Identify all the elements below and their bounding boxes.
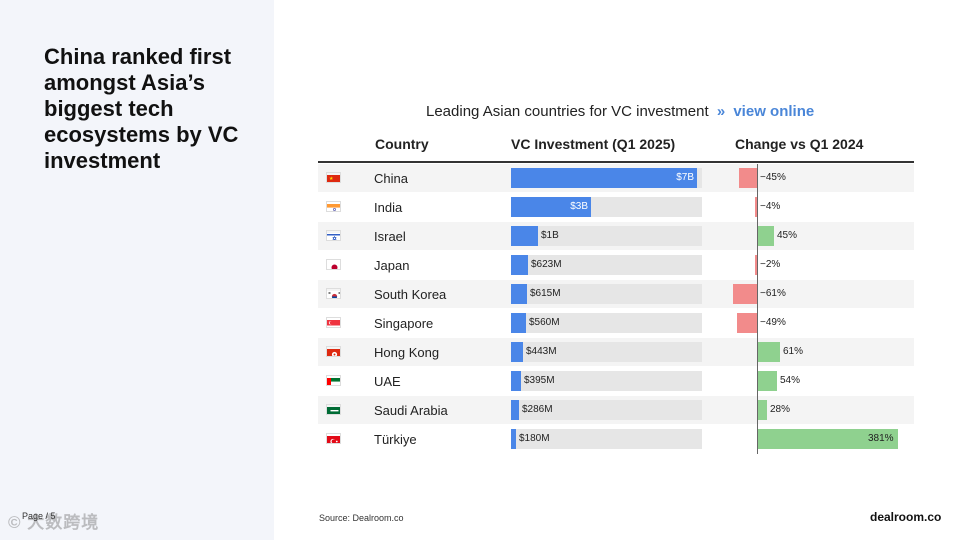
- investment-track: $615M: [511, 284, 702, 304]
- investment-bar: [511, 429, 516, 449]
- country-label: Saudi Arabia: [374, 403, 448, 418]
- change-value-label: −61%: [760, 288, 786, 299]
- change-bar: [757, 400, 767, 420]
- column-header-change: Change vs Q1 2024: [735, 136, 864, 152]
- country-label: Japan: [374, 258, 410, 273]
- country-label: China: [374, 171, 408, 186]
- investment-value-label: $623M: [531, 259, 562, 270]
- chart-title-block: Leading Asian countries for VC investmen…: [426, 103, 814, 120]
- investment-bar: [511, 371, 521, 391]
- investment-track: $395M: [511, 371, 702, 391]
- south-korea-flag-icon: [326, 288, 341, 299]
- investment-value-label: $286M: [522, 404, 553, 415]
- investment-value-label: $1B: [541, 230, 559, 241]
- country-label: Hong Kong: [374, 345, 440, 360]
- investment-track: $3B: [511, 197, 702, 217]
- country-label: Singapore: [374, 316, 434, 331]
- table-row: Saudi Arabia $286M 28%: [318, 396, 914, 425]
- column-header-investment: VC Investment (Q1 2025): [511, 136, 676, 152]
- svg-text:★: ★: [329, 176, 334, 182]
- chevron-right-icon: »: [716, 103, 726, 120]
- saudi-arabia-flag-icon: [326, 404, 341, 415]
- change-bar: [737, 313, 757, 333]
- change-value-label: −2%: [760, 259, 781, 270]
- change-bar: [757, 342, 780, 362]
- investment-value-label: $615M: [530, 288, 561, 299]
- change-value-label: 28%: [770, 404, 791, 415]
- header-rule: [318, 161, 914, 163]
- change-value-label: 45%: [777, 230, 798, 241]
- japan-flag-icon: [326, 259, 341, 270]
- chart-title: Leading Asian countries for VC investmen…: [426, 103, 709, 120]
- change-value-label: −45%: [760, 172, 786, 183]
- investment-track: $7B: [511, 168, 702, 188]
- country-label: Türkiye: [374, 432, 417, 447]
- investment-bar: [511, 284, 527, 304]
- investment-bar: [511, 226, 538, 246]
- table-row: ★ China $7B −45%: [318, 164, 914, 193]
- change-bar: [755, 255, 757, 275]
- table-row: Japan $623M −2%: [318, 251, 914, 280]
- investment-track: $623M: [511, 255, 702, 275]
- investment-value-label: $395M: [524, 375, 555, 386]
- dealroom-logo: dealroom.co: [870, 510, 942, 524]
- change-bar: [757, 226, 774, 246]
- india-flag-icon: [326, 201, 341, 212]
- investment-track: $560M: [511, 313, 702, 333]
- table-row: South Korea $615M −61%: [318, 280, 914, 309]
- table-row: UAE $395M 54%: [318, 367, 914, 396]
- investment-bar: [511, 342, 523, 362]
- headline: China ranked first amongst Asia’s bigges…: [44, 44, 239, 173]
- investment-bar: [511, 197, 591, 217]
- change-bar: [757, 429, 898, 449]
- investment-track: $286M: [511, 400, 702, 420]
- investment-value-label: $443M: [526, 346, 557, 357]
- change-zero-line: [757, 164, 758, 454]
- watermark: © 大数跨境: [8, 513, 100, 532]
- investment-track: $443M: [511, 342, 702, 362]
- investment-bar: [511, 400, 519, 420]
- table-row: India $3B −4%: [318, 193, 914, 222]
- turkiye-flag-icon: [326, 433, 341, 444]
- column-header-country: Country: [375, 136, 429, 152]
- country-label: South Korea: [374, 287, 447, 302]
- hong-kong-flag-icon: [326, 346, 341, 357]
- investment-bar: [511, 313, 526, 333]
- investment-value-label: $560M: [529, 317, 560, 328]
- change-bar: [757, 371, 777, 391]
- investment-track: $1B: [511, 226, 702, 246]
- singapore-flag-icon: [326, 317, 341, 328]
- change-bar: [755, 197, 757, 217]
- country-label: Israel: [374, 229, 406, 244]
- view-online-link[interactable]: view online: [733, 103, 815, 120]
- change-bar: [733, 284, 757, 304]
- table-row: Singapore $560M −49%: [318, 309, 914, 338]
- table-row: Israel $1B 45%: [318, 222, 914, 251]
- change-value-label: 54%: [780, 375, 801, 386]
- investment-track: $180M: [511, 429, 702, 449]
- change-value-label: 381%: [868, 433, 894, 444]
- change-bar: [739, 168, 757, 188]
- uae-flag-icon: [326, 375, 341, 386]
- country-label: UAE: [374, 374, 401, 389]
- change-value-label: −4%: [760, 201, 781, 212]
- investment-value-label: $7B: [676, 172, 694, 183]
- investment-bar: [511, 255, 528, 275]
- chart-table: ★ China $7B −45% India $3B −4% Israel $1B 45% Japa…: [318, 164, 914, 454]
- change-value-label: −49%: [760, 317, 786, 328]
- country-label: India: [374, 200, 403, 215]
- table-row: Hong Kong $443M 61%: [318, 338, 914, 367]
- israel-flag-icon: [326, 230, 341, 241]
- investment-value-label: $3B: [570, 201, 588, 212]
- page-number: Page / 5: [22, 511, 56, 521]
- investment-bar: [511, 168, 697, 188]
- china-flag-icon: ★: [326, 172, 341, 183]
- change-value-label: 61%: [783, 346, 804, 357]
- investment-value-label: $180M: [519, 433, 550, 444]
- source-note: Source: Dealroom.co: [319, 513, 404, 523]
- table-row: Türkiye $180M 381%: [318, 425, 914, 454]
- left-panel: [0, 0, 274, 540]
